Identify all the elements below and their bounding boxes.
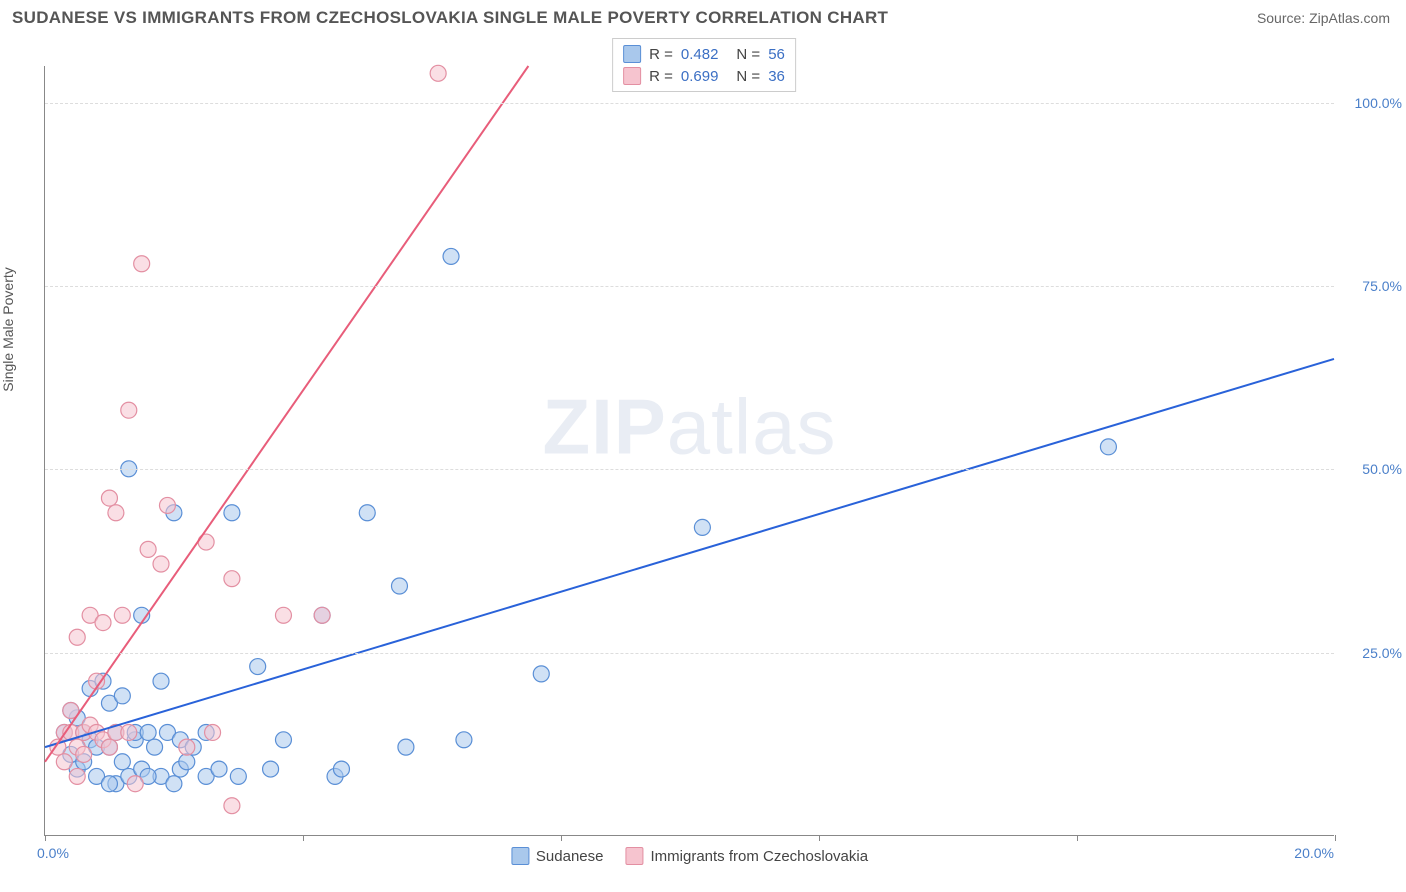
scatter-point: [121, 402, 137, 418]
x-tick: [1335, 835, 1336, 841]
x-tick: [561, 835, 562, 841]
n-label: N =: [736, 46, 760, 63]
gridline: [45, 653, 1334, 654]
x-tick-label-min: 0.0%: [37, 845, 69, 861]
x-tick: [819, 835, 820, 841]
r-value: 0.699: [681, 68, 719, 85]
gridline: [45, 103, 1334, 104]
series-legend: Sudanese Immigrants from Czechoslovakia: [511, 847, 868, 865]
scatter-point: [694, 519, 710, 535]
scatter-point: [166, 776, 182, 792]
n-value: 56: [768, 46, 785, 63]
chart-header: SUDANESE VS IMMIGRANTS FROM CZECHOSLOVAK…: [0, 0, 1406, 32]
scatter-point: [456, 732, 472, 748]
scatter-point: [179, 739, 195, 755]
chart-container: R = 0.482 N = 56 R = 0.699 N = 36 ZIPatlas 0.0%…: [44, 38, 1364, 838]
scatter-point: [114, 688, 130, 704]
legend-swatch: [623, 45, 641, 63]
series-legend-label: Sudanese: [536, 848, 604, 865]
scatter-point: [179, 754, 195, 770]
scatter-point: [114, 754, 130, 770]
legend-swatch: [511, 847, 529, 865]
scatter-point: [159, 497, 175, 513]
series-legend-label: Immigrants from Czechoslovakia: [650, 848, 868, 865]
n-value: 36: [768, 68, 785, 85]
scatter-point: [140, 724, 156, 740]
x-tick: [303, 835, 304, 841]
scatter-point: [76, 746, 92, 762]
y-tick-label: 100.0%: [1342, 95, 1402, 111]
source-attribution: Source: ZipAtlas.com: [1257, 10, 1390, 26]
scatter-point: [263, 761, 279, 777]
correlation-legend-row: R = 0.482 N = 56: [623, 43, 785, 65]
scatter-svg: [45, 66, 1334, 835]
scatter-point: [127, 776, 143, 792]
scatter-point: [153, 556, 169, 572]
scatter-point: [224, 505, 240, 521]
scatter-point: [101, 739, 117, 755]
r-label: R =: [649, 68, 673, 85]
scatter-point: [398, 739, 414, 755]
scatter-point: [430, 65, 446, 81]
scatter-point: [391, 578, 407, 594]
scatter-point: [95, 615, 111, 631]
scatter-point: [121, 724, 137, 740]
y-tick-label: 75.0%: [1342, 278, 1402, 294]
n-label: N =: [736, 68, 760, 85]
x-tick: [45, 835, 46, 841]
scatter-point: [134, 256, 150, 272]
plot-area: ZIPatlas 0.0% 20.0% SudaneseImmigrants f…: [44, 66, 1334, 836]
gridline: [45, 469, 1334, 470]
scatter-point: [1100, 439, 1116, 455]
scatter-point: [224, 571, 240, 587]
scatter-point: [359, 505, 375, 521]
r-label: R =: [649, 46, 673, 63]
chart-title: SUDANESE VS IMMIGRANTS FROM CZECHOSLOVAK…: [12, 8, 888, 28]
scatter-point: [101, 776, 117, 792]
scatter-point: [230, 768, 246, 784]
scatter-point: [443, 248, 459, 264]
scatter-point: [224, 798, 240, 814]
r-value: 0.482: [681, 46, 719, 63]
scatter-point: [69, 629, 85, 645]
scatter-point: [114, 607, 130, 623]
series-legend-item: Sudanese: [511, 847, 604, 865]
y-tick-label: 25.0%: [1342, 645, 1402, 661]
scatter-point: [211, 761, 227, 777]
series-legend-item: Immigrants from Czechoslovakia: [625, 847, 868, 865]
scatter-point: [153, 673, 169, 689]
y-axis-label: Single Male Poverty: [0, 267, 16, 392]
trend-line: [45, 359, 1334, 747]
source-name: ZipAtlas.com: [1309, 10, 1390, 26]
gridline: [45, 286, 1334, 287]
scatter-point: [147, 739, 163, 755]
scatter-point: [333, 761, 349, 777]
scatter-point: [250, 659, 266, 675]
scatter-point: [108, 505, 124, 521]
x-tick: [1077, 835, 1078, 841]
scatter-point: [205, 724, 221, 740]
y-tick-label: 50.0%: [1342, 461, 1402, 477]
scatter-point: [314, 607, 330, 623]
source-label: Source:: [1257, 10, 1309, 26]
scatter-point: [275, 732, 291, 748]
correlation-legend-row: R = 0.699 N = 36: [623, 65, 785, 87]
scatter-point: [101, 490, 117, 506]
scatter-point: [69, 768, 85, 784]
scatter-point: [533, 666, 549, 682]
trend-line: [45, 66, 528, 762]
scatter-point: [140, 541, 156, 557]
legend-swatch: [625, 847, 643, 865]
scatter-point: [56, 754, 72, 770]
x-tick-label-max: 20.0%: [1294, 845, 1334, 861]
legend-swatch: [623, 67, 641, 85]
scatter-point: [275, 607, 291, 623]
correlation-legend: R = 0.482 N = 56 R = 0.699 N = 36: [612, 38, 796, 92]
